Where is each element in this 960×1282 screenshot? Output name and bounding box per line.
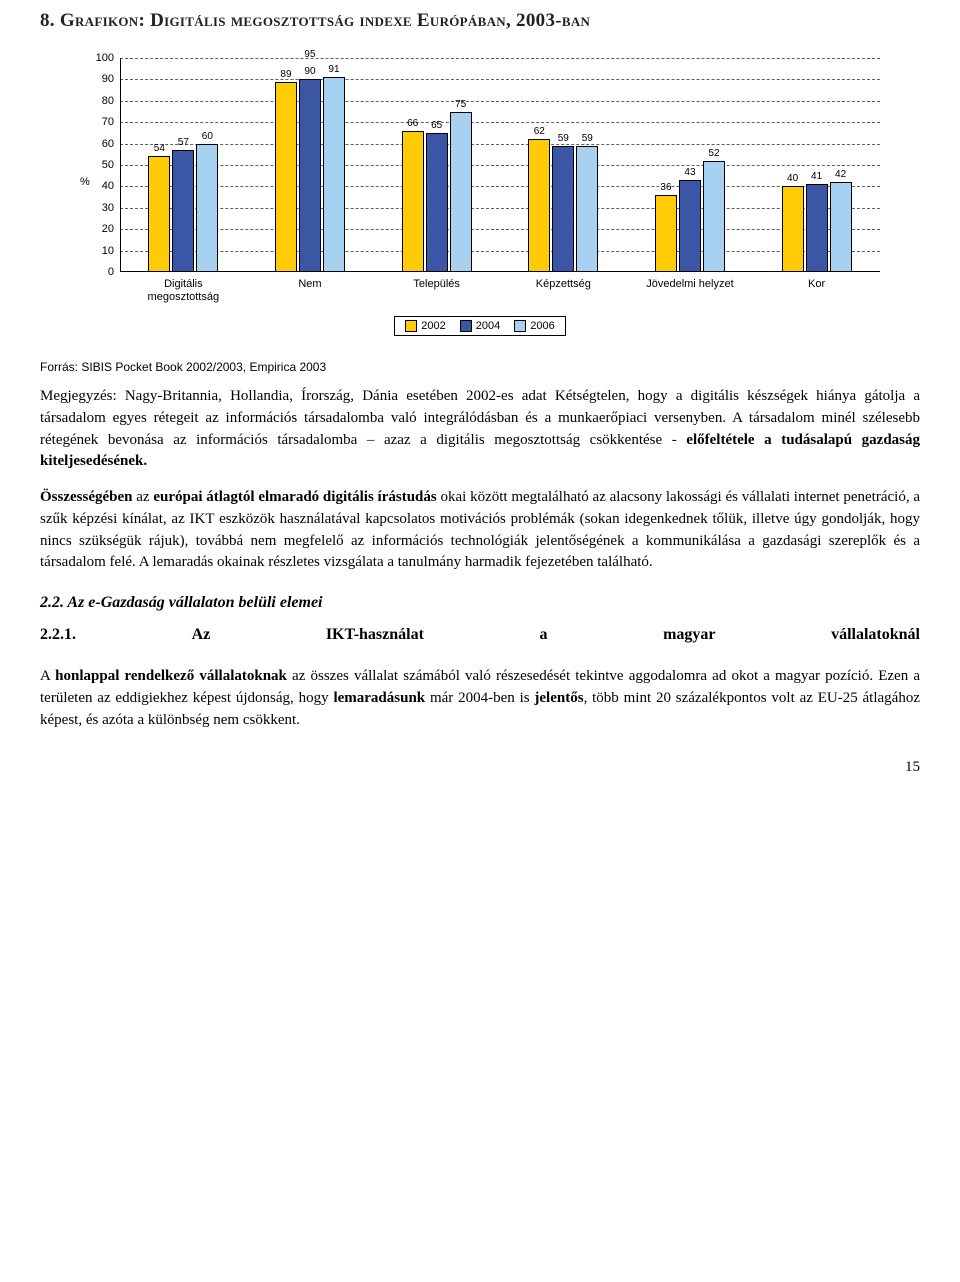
bar-value-label: 59 — [558, 133, 569, 144]
legend-label: 2002 — [421, 320, 445, 332]
bar-group: 545760Digitálismegosztottság — [148, 144, 218, 272]
bar-value-label: 66 — [407, 118, 418, 129]
bar-chart: 0102030405060708090100%545760Digitálisme… — [70, 52, 890, 336]
sec-word: Az — [192, 626, 211, 644]
y-tick-label: 60 — [70, 138, 114, 150]
bar: 90 — [299, 79, 321, 272]
bar: 66 — [402, 131, 424, 272]
legend-label: 2006 — [530, 320, 554, 332]
text: A — [40, 668, 55, 684]
y-tick-label: 40 — [70, 180, 114, 192]
y-tick-label: 30 — [70, 202, 114, 214]
bar: 89 — [275, 82, 297, 272]
section-heading-2-2: 2.2. Az e-Gazdaság vállalaton belüli ele… — [40, 594, 920, 612]
bar-value-label: 57 — [178, 137, 189, 148]
section-heading-2-2-1: 2.2.1. Az IKT-használat a magyar vállala… — [40, 626, 920, 644]
bar-value-label: 62 — [534, 126, 545, 137]
bar-group: 666575Település — [402, 112, 472, 273]
sec-word: vállalatoknál — [831, 626, 920, 644]
paragraph-1: Megjegyzés: Nagy-Britannia, Hollandia, Í… — [40, 386, 920, 473]
bar-value-label: 42 — [835, 169, 846, 180]
paragraph-2: Összességében az európai átlagtól elmara… — [40, 487, 920, 574]
bar: 36 — [655, 195, 677, 272]
legend-swatch — [405, 320, 417, 332]
bar-value-label: 89 — [280, 69, 291, 80]
bar: 57 — [172, 150, 194, 272]
text-bold: lemaradásunk — [333, 690, 425, 706]
chart-source: Forrás: SIBIS Pocket Book 2002/2003, Emp… — [40, 360, 920, 374]
y-tick-label: 90 — [70, 73, 114, 85]
bar-value-label: 75 — [455, 99, 466, 110]
legend-item: 2006 — [514, 320, 554, 332]
sec-word: a — [540, 626, 548, 644]
bar-value-label: 59 — [582, 133, 593, 144]
bar: 59 — [576, 146, 598, 272]
bar: 91 — [323, 77, 345, 272]
bar-value-label: 36 — [660, 182, 671, 193]
legend-label: 2004 — [476, 320, 500, 332]
bar: 59 — [552, 146, 574, 272]
y-tick-label: 50 — [70, 159, 114, 171]
bar: 52 — [703, 161, 725, 272]
sec-word: magyar — [663, 626, 715, 644]
bar-value-label: 90 — [304, 66, 315, 77]
x-category-label: Jövedelmi helyzet — [646, 278, 733, 291]
bar: 42 — [830, 182, 852, 272]
x-category-label: Kor — [808, 278, 825, 291]
text-bold: Összességében — [40, 489, 133, 505]
bar-group: 625959Képzettség — [528, 139, 598, 272]
legend-item: 2004 — [460, 320, 500, 332]
y-tick-label: 0 — [70, 266, 114, 278]
bar: 54 — [148, 156, 170, 272]
x-category-label: Település — [413, 278, 459, 291]
y-tick-label: 100 — [70, 52, 114, 64]
bar: 65 — [426, 133, 448, 272]
sec-num: 2.2.1. — [40, 626, 76, 644]
bar-value-label: 54 — [154, 143, 165, 154]
bar-group: 364352Jövedelmi helyzet — [655, 161, 725, 272]
text: már 2004-ben is — [425, 690, 534, 706]
bar-group: 404142Kor — [782, 182, 852, 272]
page-title: 8. Grafikon: Digitális megosztottság ind… — [40, 10, 920, 32]
bar-value-label: 65 — [431, 120, 442, 131]
bar: 40 — [782, 186, 804, 272]
legend-swatch — [514, 320, 526, 332]
bar-top-extra-label: 95 — [304, 49, 315, 60]
bar-value-label: 52 — [708, 148, 719, 159]
bar: 62 — [528, 139, 550, 272]
bar-value-label: 41 — [811, 171, 822, 182]
text-bold: európai átlagtól elmaradó digitális írás… — [153, 489, 436, 505]
page-number: 15 — [40, 759, 920, 776]
legend-item: 2002 — [405, 320, 445, 332]
bar: 75 — [450, 112, 472, 273]
x-category-label: Nem — [298, 278, 321, 291]
bar: 41 — [806, 184, 828, 272]
bar-group: 89909195Nem — [275, 77, 345, 272]
bar-value-label: 91 — [328, 64, 339, 75]
bar: 43 — [679, 180, 701, 272]
y-tick-label: 80 — [70, 95, 114, 107]
y-tick-label: 10 — [70, 245, 114, 257]
bar-value-label: 43 — [684, 167, 695, 178]
x-category-label: Képzettség — [536, 278, 591, 291]
bar-value-label: 60 — [202, 131, 213, 142]
y-tick-label: 20 — [70, 223, 114, 235]
text-bold: jelentős — [534, 690, 583, 706]
y-axis-label: % — [80, 176, 90, 188]
bar-value-label: 40 — [787, 173, 798, 184]
text-bold: honlappal rendelkező vállalatoknak — [55, 668, 287, 684]
text: az — [133, 489, 154, 505]
bar: 60 — [196, 144, 218, 272]
paragraph-3: A honlappal rendelkező vállalatoknak az … — [40, 666, 920, 731]
chart-legend: 2002 2004 2006 — [70, 316, 890, 336]
legend-swatch — [460, 320, 472, 332]
bar-groups: 545760Digitálismegosztottság 89909195Nem 6… — [120, 58, 880, 272]
y-tick-label: 70 — [70, 116, 114, 128]
x-category-label: Digitálismegosztottság — [148, 278, 220, 303]
sec-word: IKT-használat — [326, 626, 424, 644]
